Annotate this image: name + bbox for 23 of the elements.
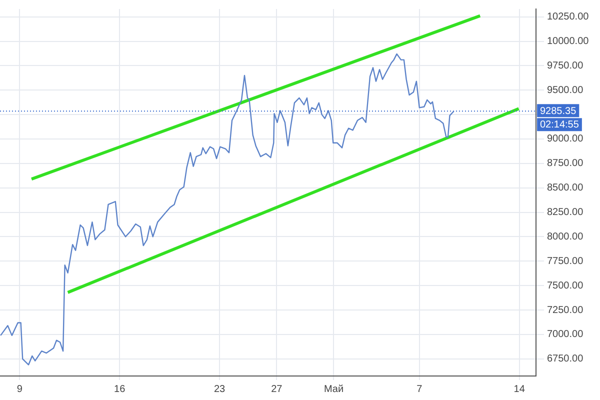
x-tick-label: 16 bbox=[114, 384, 126, 395]
x-tick-label: 14 bbox=[514, 384, 526, 395]
text: 02:14:55 bbox=[540, 119, 580, 130]
y-tick-label: 7500.00 bbox=[547, 280, 584, 292]
y-tick-label: 8250.00 bbox=[547, 207, 584, 218]
y-tick-label: 9500.00 bbox=[547, 84, 584, 96]
y-tick-label: 10250.00 bbox=[547, 12, 590, 23]
y-tick-label: 7750.00 bbox=[547, 256, 584, 267]
x-tick-label: Май bbox=[324, 384, 344, 395]
y-tick-label: 6750.00 bbox=[547, 354, 584, 365]
x-tick-label: 9 bbox=[16, 384, 23, 395]
y-tick-label: 7250.00 bbox=[547, 304, 584, 316]
y-tick-label: 9000.00 bbox=[547, 134, 584, 145]
x-tick-label: 27 bbox=[271, 384, 283, 395]
x-tick-label: 7 bbox=[416, 384, 423, 395]
y-tick-label: 7000.00 bbox=[547, 329, 584, 340]
y-tick-label: 8750.00 bbox=[547, 158, 584, 170]
y-tick-label: 8000.00 bbox=[547, 231, 584, 242]
x-tick-label: 23 bbox=[214, 384, 226, 395]
ref-line-label: 9285.35 bbox=[540, 106, 577, 117]
y-tick-label: 8500.00 bbox=[547, 182, 584, 194]
y-tick-label: 9750.00 bbox=[547, 60, 584, 72]
y-tick-label: 10000.00 bbox=[547, 36, 590, 48]
